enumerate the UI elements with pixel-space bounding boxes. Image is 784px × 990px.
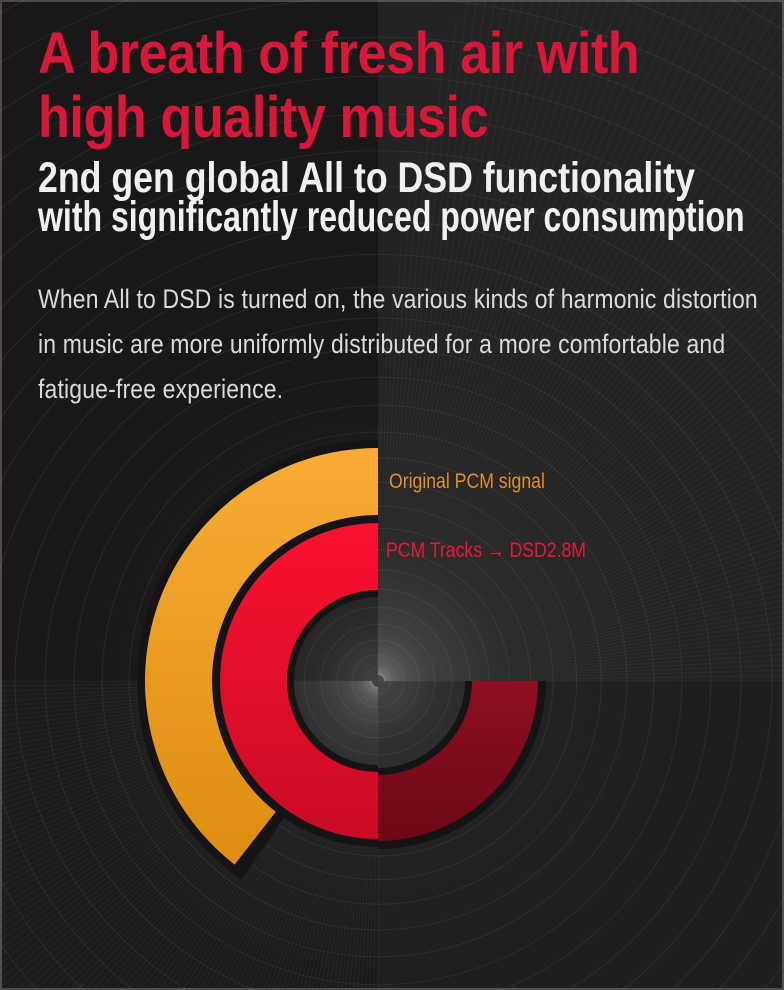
subtitle-line1: 2nd gen global All to DSD functionality (38, 154, 695, 202)
arc-series-1 (220, 523, 378, 839)
page-title: A breath of fresh air with high quality … (38, 21, 640, 150)
arc-series-0 (144, 447, 378, 865)
description-line1: When All to DSD is turned on, the variou… (38, 284, 758, 314)
description: When All to DSD is turned on, the variou… (38, 277, 758, 412)
arc-series-2 (378, 681, 538, 841)
legend-pcm-to-dsd-label: PCM Tracks → DSD2.8M (386, 539, 586, 562)
page-title-line1: A breath of fresh air with (38, 21, 640, 86)
subtitle-line2: with significantly reduced power consump… (38, 193, 745, 241)
legend-original-pcm-label: Original PCM signal (389, 470, 545, 493)
description-line3: fatigue-free experience. (38, 374, 284, 404)
page-title-line2: high quality music (38, 85, 489, 150)
description-line2: in music are more uniformly distributed … (38, 329, 726, 359)
